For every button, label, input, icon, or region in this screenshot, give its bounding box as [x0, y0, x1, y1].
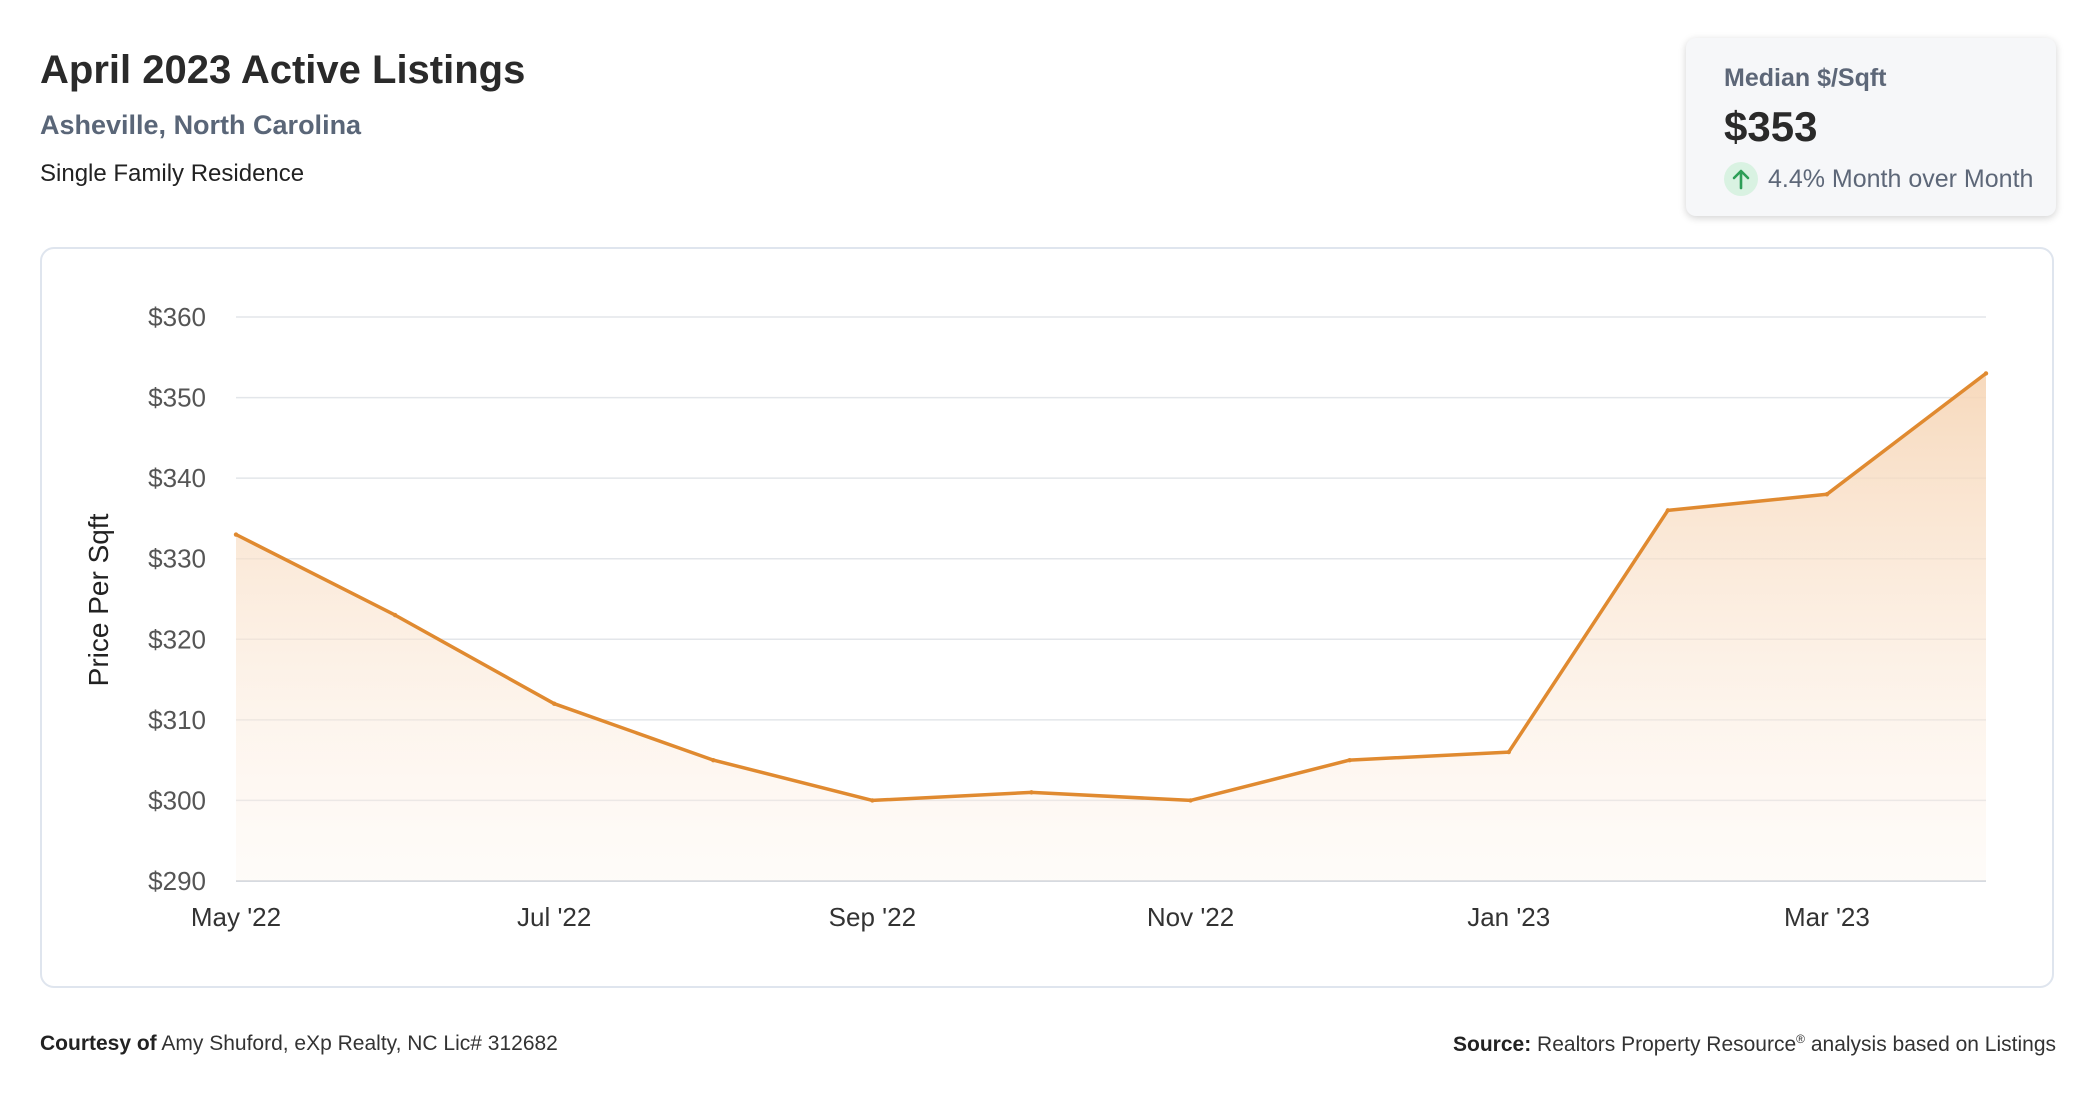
y-axis-title: Price Per Sqft: [83, 513, 114, 686]
courtesy-label: Courtesy of: [40, 1032, 157, 1055]
courtesy-footer: Courtesy of Amy Shuford, eXp Realty, NC …: [40, 1032, 558, 1056]
y-tick-label: $320: [148, 624, 206, 654]
source-suffix: analysis based on Listings: [1810, 1033, 2056, 1056]
x-tick-label: Jul '22: [517, 902, 591, 932]
y-tick-label: $330: [148, 544, 206, 574]
data-point: [711, 757, 716, 763]
data-point: [1347, 757, 1352, 763]
y-tick-label: $290: [148, 866, 206, 896]
y-tick-label: $310: [148, 705, 206, 735]
data-point: [1983, 371, 1989, 376]
stat-value: $353: [1724, 103, 1818, 150]
series-area: [236, 373, 1986, 881]
property-type-label: Single Family Residence: [40, 160, 305, 187]
registered-mark: ®: [1796, 1032, 1805, 1046]
x-tick-label: Nov '22: [1147, 902, 1234, 932]
x-tick-label: Sep '22: [829, 902, 916, 932]
y-tick-label: $350: [148, 383, 206, 413]
x-tick-label: Mar '23: [1784, 902, 1870, 932]
stat-label: Median $/Sqft: [1724, 64, 1887, 92]
page-title: April 2023 Active Listings: [40, 48, 526, 92]
median-price-card: Median $/Sqft $353 4.4% Month over Month: [1686, 38, 2056, 216]
data-point: [1665, 508, 1671, 513]
courtesy-text: Amy Shuford, eXp Realty, NC Lic# 312682: [161, 1032, 558, 1055]
source-text: Realtors Property Resource: [1537, 1033, 1797, 1056]
series-line: [234, 371, 1988, 803]
y-tick-label: $360: [148, 302, 206, 332]
arrow-up-icon: [1724, 162, 1758, 196]
location-subtitle: Asheville, North Carolina: [40, 110, 362, 140]
data-point: [1029, 790, 1034, 795]
x-tick-label: Jan '23: [1467, 902, 1550, 932]
data-point: [1188, 798, 1193, 803]
y-tick-label: $340: [148, 463, 206, 493]
data-point: [233, 532, 239, 537]
data-point: [870, 798, 875, 803]
stat-change: 4.4% Month over Month: [1724, 162, 2033, 196]
x-tick-label: May '22: [191, 902, 281, 932]
stat-change-text: 4.4% Month over Month: [1768, 164, 2034, 193]
source-footer: Source: Realtors Property Resource® anal…: [1453, 1032, 2056, 1057]
data-point: [392, 612, 398, 618]
data-point: [1824, 492, 1830, 497]
data-point: [551, 701, 557, 706]
data-point: [1506, 749, 1511, 755]
source-label: Source:: [1453, 1033, 1532, 1056]
y-tick-label: $300: [148, 785, 206, 815]
